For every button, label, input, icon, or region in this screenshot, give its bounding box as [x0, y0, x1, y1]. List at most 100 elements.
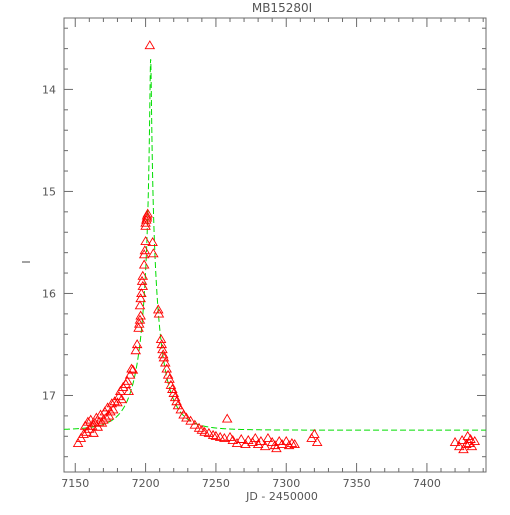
data-point	[131, 339, 143, 349]
data-point	[142, 208, 153, 218]
data-point	[137, 280, 149, 290]
data-point	[242, 434, 254, 444]
data-point	[221, 413, 233, 423]
data-point	[72, 438, 84, 448]
x-axis-title: JD - 2450000	[245, 490, 318, 503]
x-tick-label: 7300	[272, 477, 300, 490]
data-point	[144, 40, 156, 50]
data-point	[155, 333, 167, 343]
data-point	[227, 434, 239, 444]
data-point	[157, 349, 169, 359]
data-point	[116, 394, 127, 404]
data-point	[167, 383, 178, 393]
y-tick-label: 16	[42, 287, 56, 300]
data-point	[286, 438, 298, 448]
data-point	[148, 248, 159, 258]
data-point	[311, 437, 323, 447]
x-tick-label: 7250	[202, 477, 230, 490]
data-point	[169, 392, 181, 402]
data-point	[289, 439, 300, 449]
data-point	[136, 275, 148, 285]
data-point	[458, 444, 469, 454]
data-point	[449, 437, 461, 447]
data-point	[250, 432, 261, 442]
model-curve-layer	[64, 59, 486, 431]
data-point	[134, 300, 146, 310]
data-point	[109, 396, 120, 406]
data-point	[185, 415, 196, 425]
data-point	[82, 416, 94, 426]
data-point	[136, 288, 147, 298]
data-point	[100, 412, 112, 422]
data-point	[157, 344, 168, 354]
y-tick-label: 17	[42, 389, 56, 402]
data-point	[112, 397, 123, 407]
data-point	[255, 436, 267, 445]
data-point	[235, 433, 247, 443]
data-point	[309, 428, 320, 438]
data-point	[262, 432, 274, 442]
chart-title: MB15280I	[252, 1, 312, 15]
data-point	[461, 439, 472, 449]
data-point	[165, 379, 177, 389]
data-point	[140, 220, 151, 230]
data-point	[181, 412, 192, 422]
data-point	[124, 369, 136, 379]
y-tick-label: 15	[42, 185, 56, 198]
data-point	[219, 432, 230, 442]
axes: 7150 7200 7250 7300 7350 7400 14 15 16 17	[42, 17, 487, 490]
data-point	[156, 339, 168, 349]
x-tick-label: 7200	[132, 477, 160, 490]
data-point	[152, 304, 164, 314]
data-point	[117, 381, 129, 391]
data-point	[135, 293, 146, 303]
x-tick-label: 7400	[413, 477, 441, 490]
data-point	[276, 439, 288, 449]
model-curve	[64, 59, 486, 431]
observation-points-layer	[72, 40, 481, 454]
data-point	[138, 259, 150, 269]
data-point	[127, 364, 139, 374]
data-point	[159, 357, 171, 367]
data-point	[107, 404, 119, 414]
y-tick-label: 14	[42, 83, 56, 96]
data-point	[203, 427, 215, 437]
data-point	[105, 406, 116, 416]
data-point	[162, 369, 174, 379]
data-point	[140, 217, 151, 227]
data-point	[465, 433, 476, 443]
data-point	[137, 270, 149, 280]
data-point	[172, 400, 184, 410]
data-point	[466, 441, 478, 451]
x-tick-label: 7150	[61, 477, 89, 490]
data-point	[168, 388, 180, 398]
data-point	[153, 308, 165, 318]
data-point	[147, 237, 158, 247]
data-point	[252, 439, 264, 449]
data-point	[81, 426, 92, 436]
data-point	[280, 436, 292, 445]
data-point	[84, 423, 95, 433]
data-point	[126, 363, 137, 373]
data-point	[171, 396, 182, 406]
y-axis-title: I	[20, 260, 33, 263]
data-point	[189, 419, 201, 429]
plot-frame	[63, 17, 487, 473]
data-point	[130, 345, 142, 355]
data-point	[89, 417, 101, 427]
data-point	[207, 429, 219, 439]
data-point	[175, 404, 187, 414]
x-tick-label: 7350	[343, 477, 371, 490]
data-point	[453, 441, 465, 451]
data-point	[78, 428, 89, 438]
data-point	[140, 236, 151, 246]
data-point	[91, 412, 102, 422]
data-point	[469, 436, 481, 445]
data-point	[139, 245, 151, 255]
data-point	[88, 427, 99, 437]
data-point	[122, 375, 133, 385]
data-point	[123, 386, 134, 395]
data-point	[95, 409, 106, 419]
